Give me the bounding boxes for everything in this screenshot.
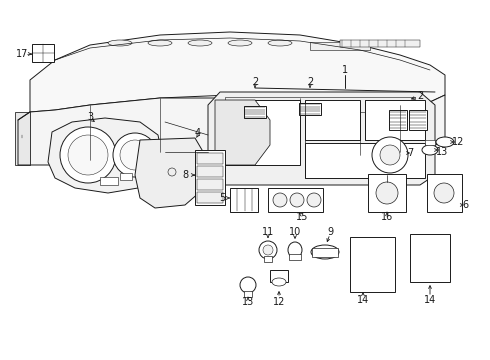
Bar: [365, 100, 425, 140]
Bar: [425, 140, 435, 145]
Bar: [312, 248, 338, 257]
Text: 3: 3: [87, 112, 93, 122]
Bar: [197, 166, 223, 177]
Bar: [340, 40, 420, 47]
Bar: [305, 143, 425, 178]
Ellipse shape: [422, 145, 438, 155]
Circle shape: [68, 135, 108, 175]
Circle shape: [273, 193, 287, 207]
Text: 7: 7: [407, 148, 413, 158]
Bar: [389, 110, 407, 130]
Polygon shape: [135, 138, 205, 208]
Bar: [427, 174, 462, 212]
Text: 5: 5: [219, 193, 225, 203]
Bar: [244, 291, 252, 297]
Text: 17: 17: [16, 49, 28, 59]
Text: 16: 16: [381, 212, 393, 222]
Bar: [268, 188, 323, 212]
Circle shape: [263, 245, 273, 255]
Bar: [120, 173, 132, 180]
Circle shape: [434, 183, 454, 203]
Ellipse shape: [268, 40, 292, 46]
Polygon shape: [15, 112, 30, 165]
Bar: [32, 44, 54, 62]
Bar: [310, 42, 370, 50]
Polygon shape: [30, 95, 445, 165]
Ellipse shape: [436, 137, 454, 147]
Text: 12: 12: [452, 137, 464, 147]
Text: 2: 2: [252, 77, 258, 87]
Bar: [225, 97, 415, 112]
Polygon shape: [208, 92, 435, 185]
Bar: [230, 188, 258, 212]
Circle shape: [20, 148, 24, 152]
Text: 11: 11: [262, 227, 274, 237]
Text: 15: 15: [296, 212, 308, 222]
Ellipse shape: [288, 242, 302, 258]
Text: 10: 10: [289, 227, 301, 237]
Ellipse shape: [311, 245, 339, 259]
Text: 4: 4: [195, 128, 201, 138]
Bar: [305, 100, 360, 140]
Bar: [197, 192, 223, 203]
Ellipse shape: [148, 40, 172, 46]
Circle shape: [113, 133, 157, 177]
Bar: [264, 256, 272, 262]
Bar: [215, 100, 300, 165]
Bar: [299, 103, 321, 115]
Text: 9: 9: [327, 227, 333, 237]
Circle shape: [168, 168, 176, 176]
Ellipse shape: [188, 40, 212, 46]
Text: 2: 2: [417, 91, 423, 101]
Bar: [195, 150, 225, 205]
Bar: [197, 153, 223, 164]
Text: 14: 14: [357, 295, 369, 305]
Bar: [350, 237, 395, 292]
Circle shape: [120, 140, 150, 170]
Bar: [368, 174, 406, 212]
Bar: [100, 177, 118, 185]
Circle shape: [240, 277, 256, 293]
Text: 14: 14: [424, 295, 436, 305]
Polygon shape: [215, 100, 270, 165]
Circle shape: [380, 145, 400, 165]
Bar: [270, 270, 288, 282]
Text: 2: 2: [307, 77, 313, 87]
Bar: [244, 106, 266, 118]
Circle shape: [20, 133, 24, 137]
Polygon shape: [48, 118, 162, 193]
Circle shape: [307, 193, 321, 207]
Bar: [409, 110, 427, 130]
Bar: [410, 234, 450, 282]
Circle shape: [376, 182, 398, 204]
Circle shape: [60, 127, 116, 183]
Polygon shape: [30, 32, 445, 112]
Circle shape: [290, 193, 304, 207]
Text: 1: 1: [342, 65, 348, 75]
Text: 8: 8: [182, 170, 188, 180]
Ellipse shape: [228, 40, 252, 46]
Ellipse shape: [272, 278, 286, 286]
Text: 12: 12: [273, 297, 285, 307]
Circle shape: [259, 241, 277, 259]
Text: 13: 13: [242, 297, 254, 307]
Text: 13: 13: [436, 147, 448, 157]
Ellipse shape: [108, 40, 132, 46]
Bar: [289, 254, 301, 260]
Circle shape: [372, 137, 408, 173]
Text: 6: 6: [462, 200, 468, 210]
Bar: [197, 179, 223, 190]
